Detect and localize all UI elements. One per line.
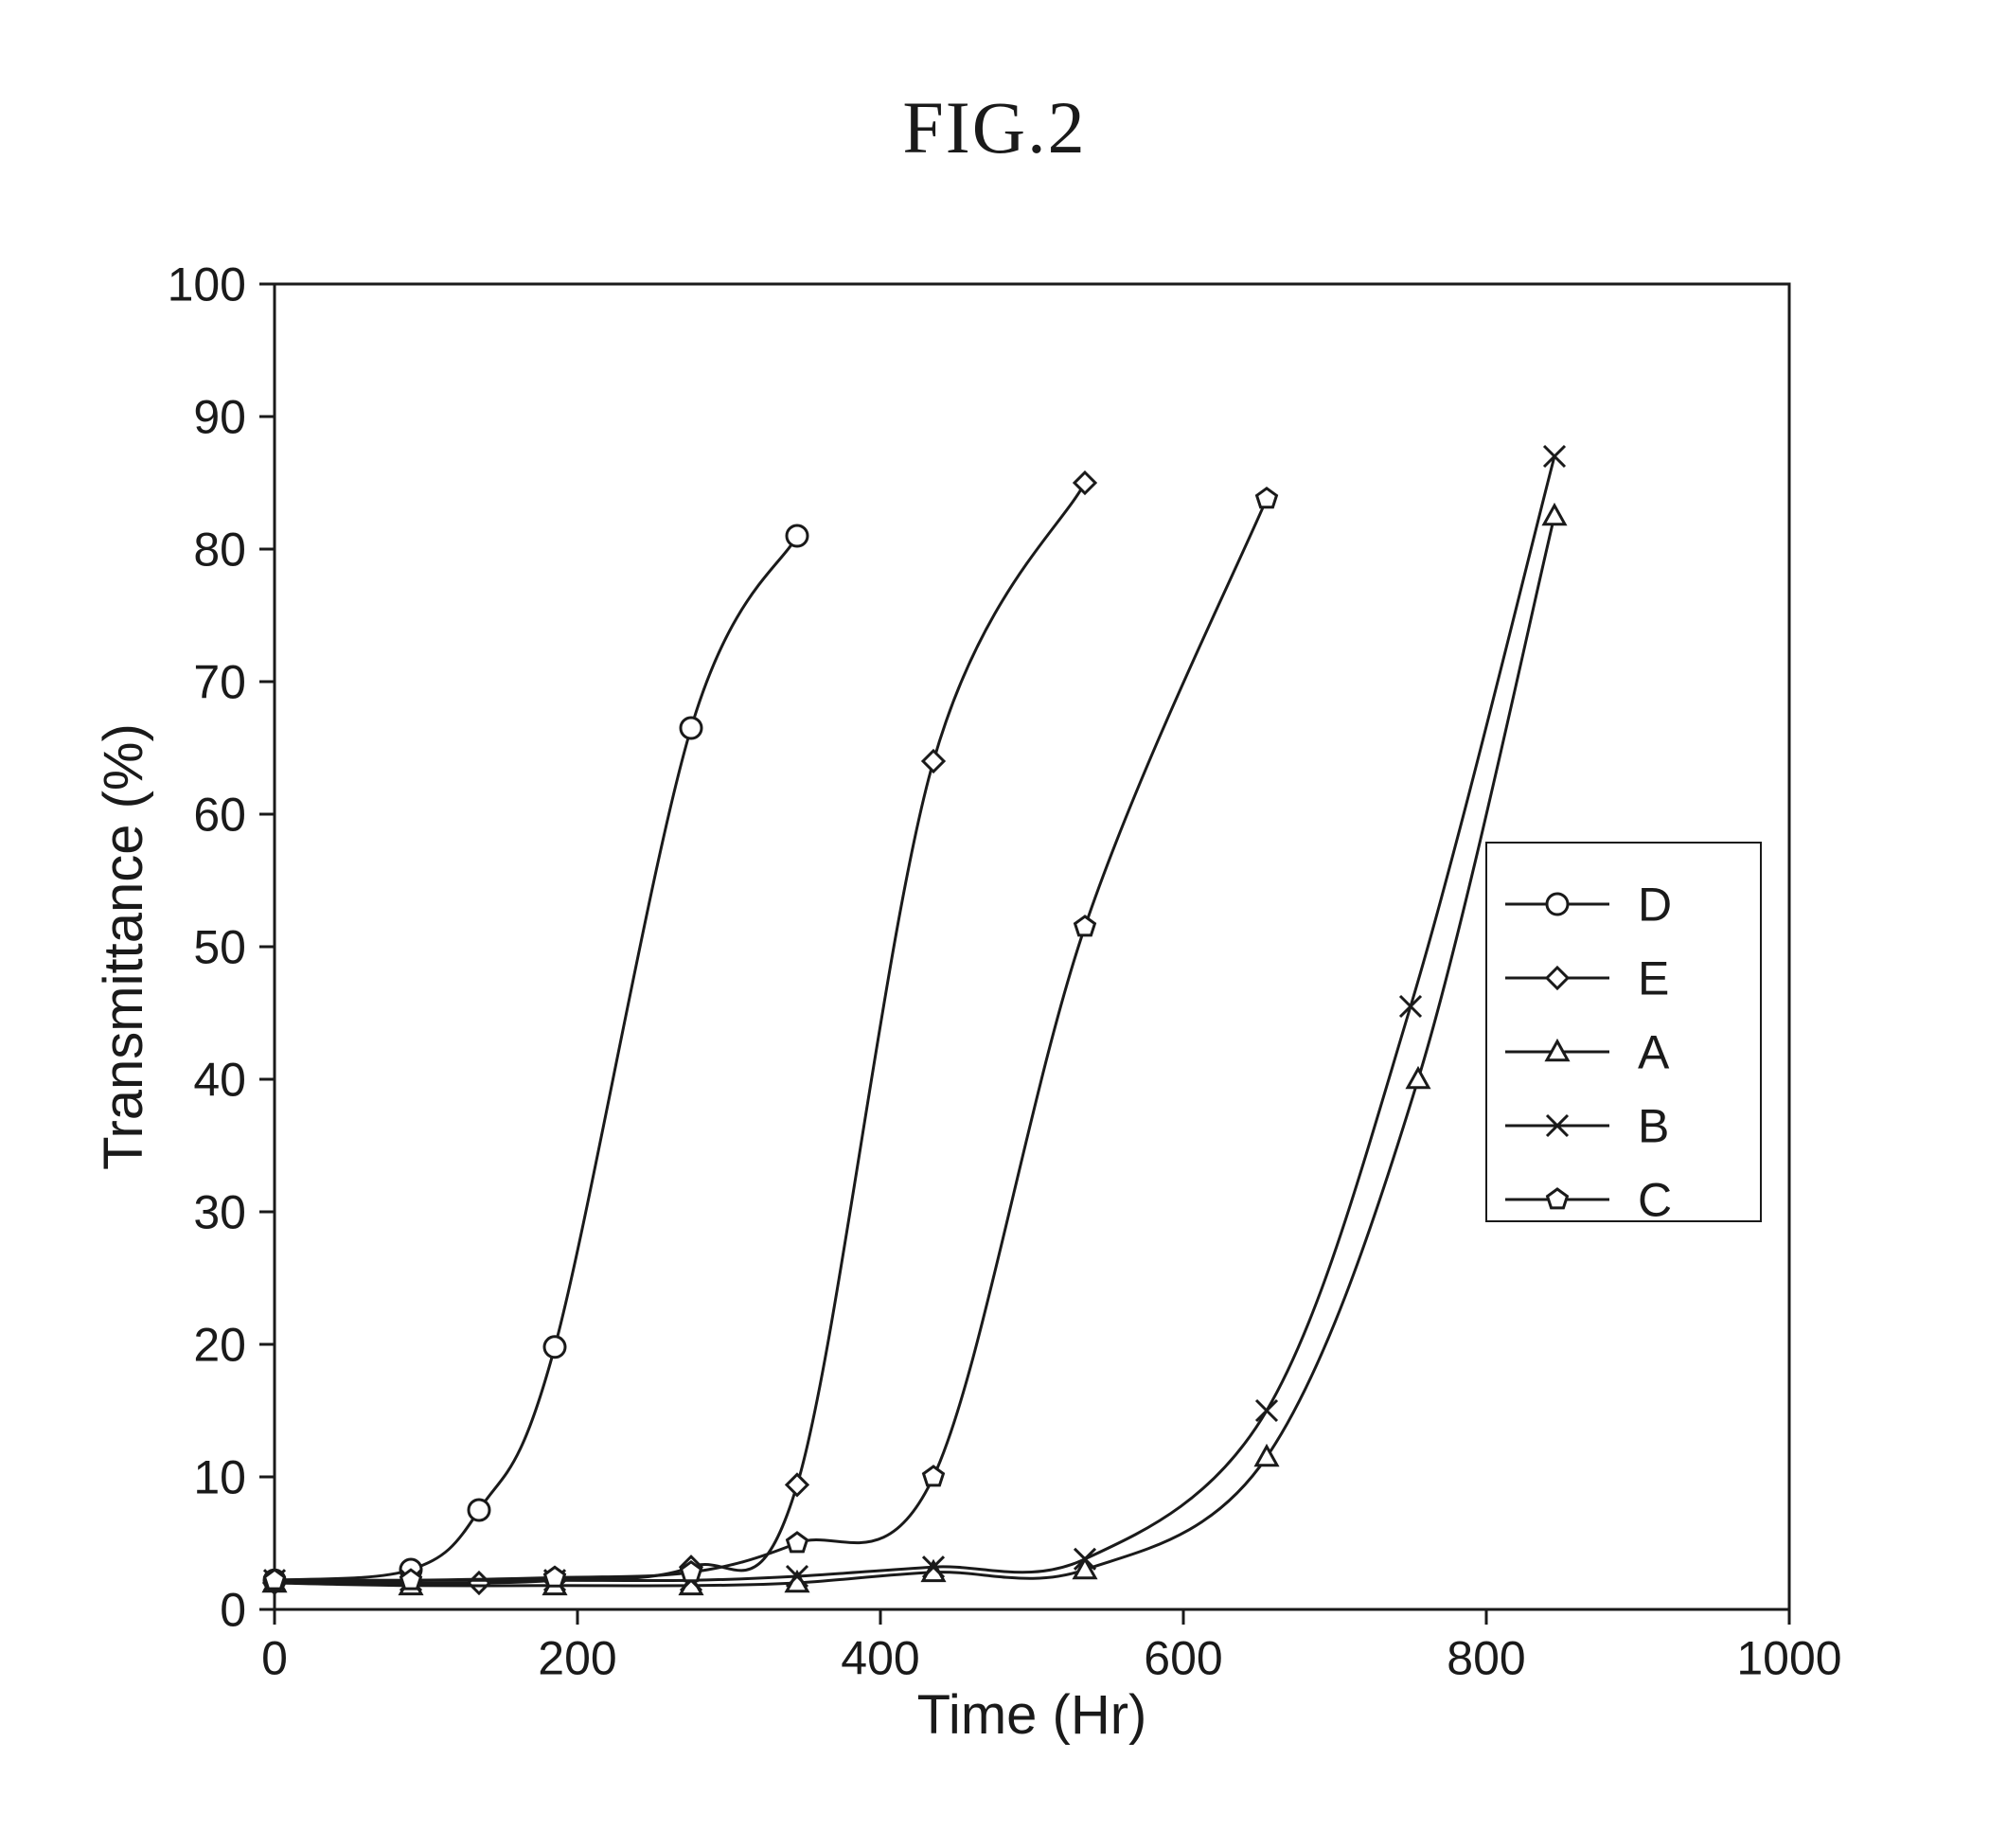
series-line-A — [275, 516, 1554, 1586]
marker-circle — [544, 1337, 565, 1358]
marker-circle — [469, 1500, 489, 1520]
y-tick-label: 20 — [193, 1319, 246, 1372]
y-tick-label: 60 — [193, 789, 246, 842]
marker-circle — [787, 525, 808, 546]
marker-triangle — [1544, 506, 1565, 524]
x-axis-label: Time (Hr) — [917, 1684, 1147, 1746]
marker-diamond — [787, 1474, 808, 1495]
marker-pentagon — [545, 1567, 565, 1586]
marker-triangle — [1408, 1069, 1429, 1088]
marker-circle — [681, 718, 701, 738]
legend-label: D — [1638, 879, 1672, 932]
x-tick-label: 200 — [538, 1632, 616, 1685]
marker-pentagon — [1075, 916, 1095, 935]
marker-triangle — [1256, 1447, 1277, 1466]
x-tick-label: 1000 — [1736, 1632, 1841, 1685]
series-line-C — [275, 499, 1267, 1581]
legend-label: C — [1638, 1174, 1672, 1227]
y-axis-label: Transmittance (%) — [93, 723, 154, 1170]
marker-pentagon — [1257, 489, 1277, 507]
page: FIG.2 0200400600800100001020304050607080… — [0, 0, 1989, 1848]
y-tick-label: 80 — [193, 524, 246, 577]
marker-x — [1400, 996, 1421, 1017]
y-tick-label: 30 — [193, 1186, 246, 1239]
marker-pentagon — [788, 1533, 808, 1552]
y-tick-label: 10 — [193, 1451, 246, 1504]
series-line-D — [275, 536, 797, 1580]
marker-diamond — [923, 751, 944, 772]
x-tick-label: 0 — [261, 1632, 288, 1685]
y-tick-label: 100 — [168, 258, 246, 311]
series-line-E — [275, 483, 1085, 1583]
marker-diamond — [469, 1573, 489, 1593]
x-tick-label: 600 — [1144, 1632, 1222, 1685]
marker-x — [1256, 1400, 1277, 1421]
y-tick-label: 90 — [193, 391, 246, 444]
legend-label: A — [1638, 1026, 1670, 1079]
x-tick-label: 400 — [841, 1632, 919, 1685]
y-tick-label: 70 — [193, 656, 246, 709]
x-tick-label: 800 — [1447, 1632, 1525, 1685]
legend-box — [1486, 843, 1761, 1221]
series-line-B — [275, 456, 1554, 1581]
marker-x — [1544, 446, 1565, 467]
legend-label: E — [1638, 952, 1669, 1005]
marker-pentagon — [924, 1466, 944, 1485]
legend-label: B — [1638, 1100, 1669, 1153]
y-tick-label: 40 — [193, 1054, 246, 1107]
y-tick-label: 0 — [220, 1584, 246, 1637]
y-tick-label: 50 — [193, 921, 246, 974]
marker-circle — [1547, 894, 1568, 915]
marker-diamond — [1074, 472, 1095, 493]
chart: 0 200 400 600 800 1000 0 10 20 30 40 50 60 70 80 90 100 T… — [0, 0, 1989, 1848]
